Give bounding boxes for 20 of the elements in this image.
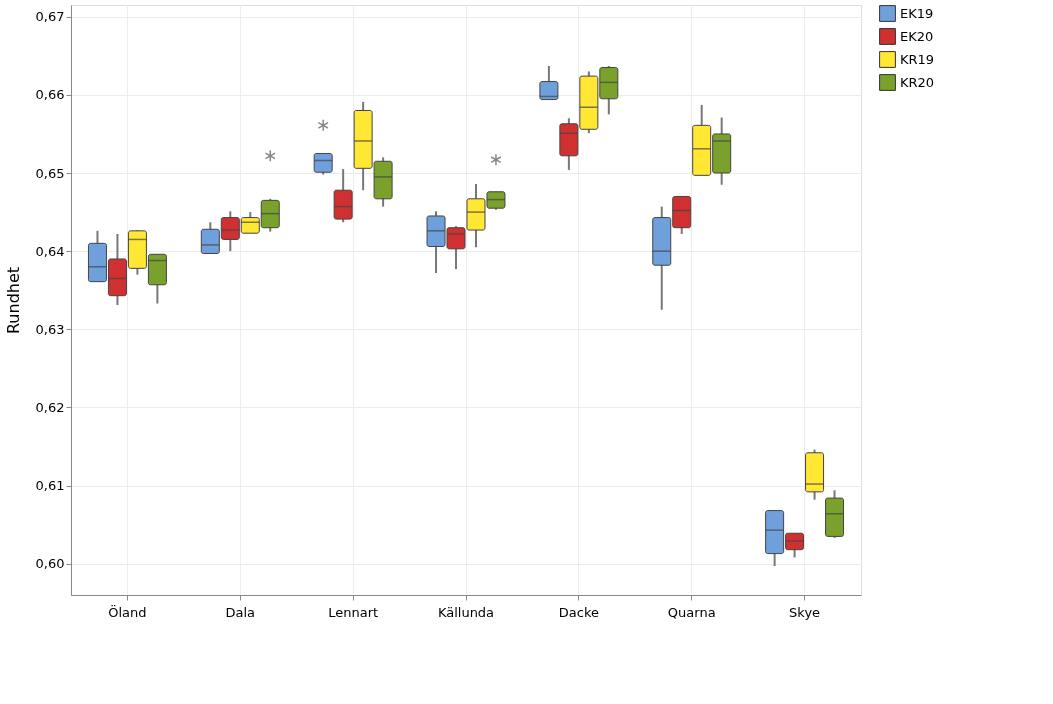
x-tick-label: Skye — [789, 604, 821, 620]
x-tick-label: Dala — [225, 604, 256, 620]
legend-label: KR19 — [900, 51, 935, 67]
legend-label: KR20 — [900, 74, 935, 90]
legend-label: EK20 — [900, 28, 934, 44]
legend-label: EK19 — [900, 5, 934, 21]
y-axis-title: Rundhet — [3, 266, 23, 335]
y-tick-label: 0,61 — [35, 478, 65, 494]
x-tick-label: Lennart — [328, 604, 379, 620]
y-tick-label: 0,62 — [35, 399, 65, 415]
x-tick-label: Källunda — [437, 604, 495, 620]
y-tick-label: 0,66 — [35, 87, 65, 103]
y-tick-label: 0,65 — [35, 165, 65, 181]
x-tick-label: Dacke — [558, 604, 599, 620]
x-tick-label: Quarna — [667, 604, 716, 620]
y-tick-label: 0,64 — [35, 243, 65, 259]
x-tick-label: Öland — [108, 603, 147, 620]
y-tick-label: 0,63 — [35, 321, 65, 337]
y-tick-label: 0,67 — [35, 9, 65, 25]
y-tick-label: 0,60 — [35, 556, 65, 572]
